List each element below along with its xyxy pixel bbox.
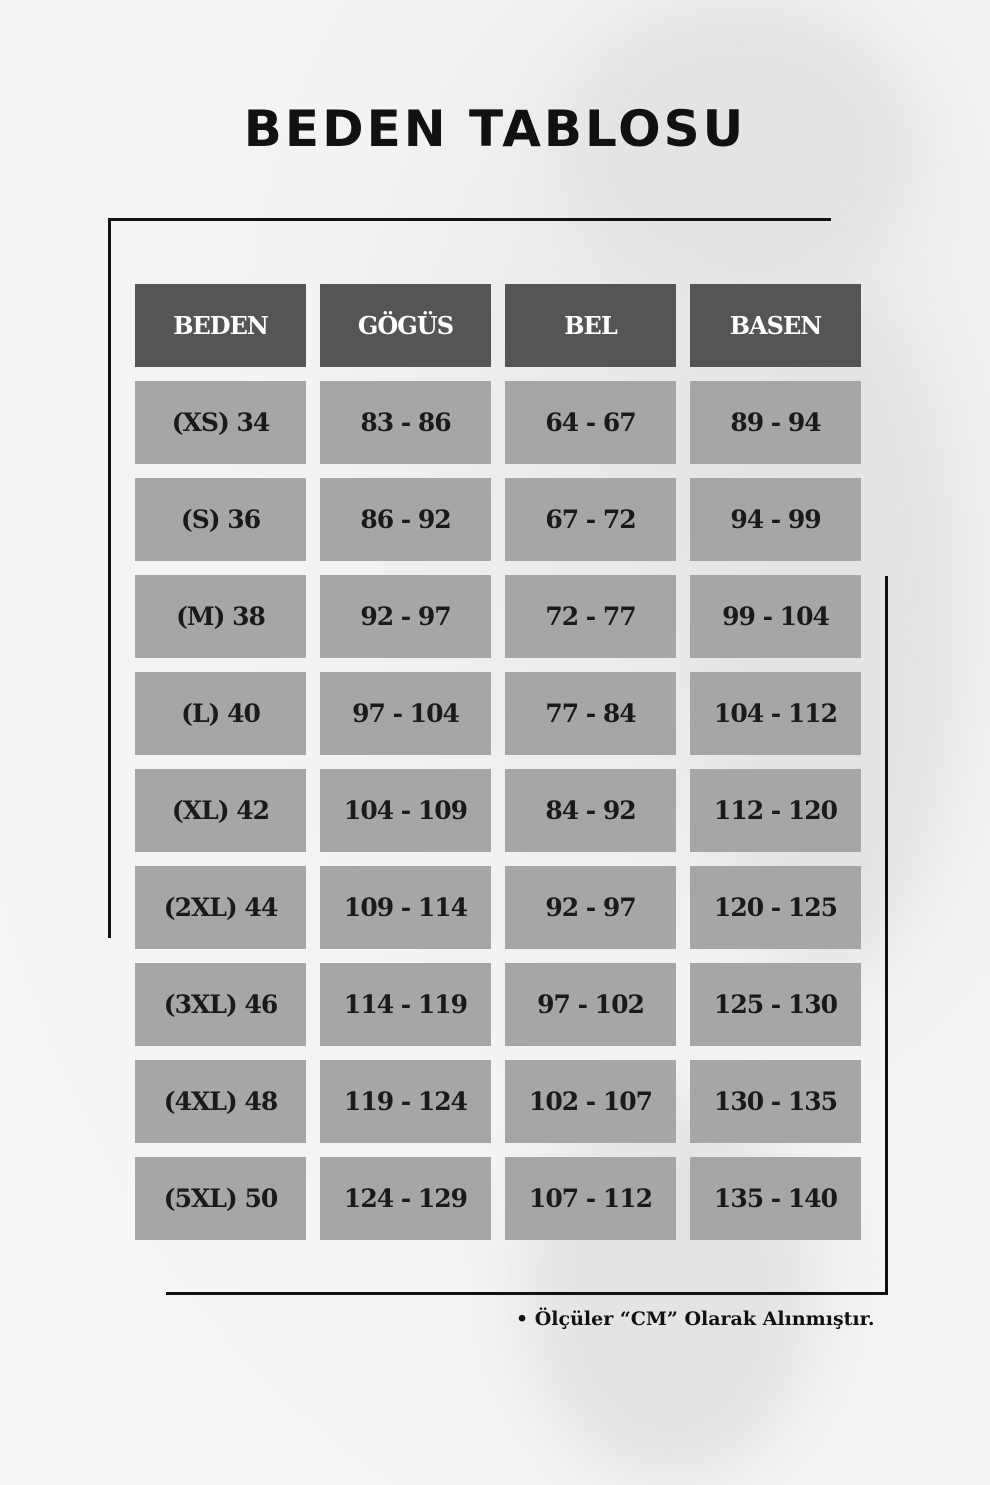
table-cell: 83 - 86	[320, 381, 491, 464]
frame-left-line	[108, 218, 111, 938]
table-cell: 97 - 102	[505, 963, 676, 1046]
table-cell: (XL) 42	[135, 769, 306, 852]
page-title: BEDEN TABLOSU	[243, 100, 747, 158]
column-header: GÖGÜS	[320, 284, 491, 367]
table-cell: 112 - 120	[690, 769, 861, 852]
table-cell: (S) 36	[135, 478, 306, 561]
table-cell: 92 - 97	[505, 866, 676, 949]
table-cell: (XS) 34	[135, 381, 306, 464]
table-cell: (4XL) 48	[135, 1060, 306, 1143]
table-cell: 67 - 72	[505, 478, 676, 561]
table-cell: (L) 40	[135, 672, 306, 755]
table-cell: 109 - 114	[320, 866, 491, 949]
table-cell: 77 - 84	[505, 672, 676, 755]
table-cell: 92 - 97	[320, 575, 491, 658]
table-cell: 104 - 112	[690, 672, 861, 755]
table-cell: (M) 38	[135, 575, 306, 658]
background-silhouette	[560, 0, 920, 300]
table-cell: 89 - 94	[690, 381, 861, 464]
table-cell: 119 - 124	[320, 1060, 491, 1143]
table-cell: 97 - 104	[320, 672, 491, 755]
frame-top-line	[110, 218, 831, 221]
table-cell: 94 - 99	[690, 478, 861, 561]
frame-right-line	[885, 576, 888, 1295]
table-cell: 120 - 125	[690, 866, 861, 949]
column-header: BEL	[505, 284, 676, 367]
table-cell: 84 - 92	[505, 769, 676, 852]
table-cell: 125 - 130	[690, 963, 861, 1046]
column-header: BASEN	[690, 284, 861, 367]
table-cell: 107 - 112	[505, 1157, 676, 1240]
table-cell: 135 - 140	[690, 1157, 861, 1240]
table-cell: 64 - 67	[505, 381, 676, 464]
table-cell: (3XL) 46	[135, 963, 306, 1046]
table-cell: 104 - 109	[320, 769, 491, 852]
table-cell: 124 - 129	[320, 1157, 491, 1240]
table-cell: 130 - 135	[690, 1060, 861, 1143]
column-header: BEDEN	[135, 284, 306, 367]
table-cell: 102 - 107	[505, 1060, 676, 1143]
table-cell: 99 - 104	[690, 575, 861, 658]
table-cell: 72 - 77	[505, 575, 676, 658]
frame-bottom-line	[166, 1292, 887, 1295]
table-cell: 114 - 119	[320, 963, 491, 1046]
table-cell: (2XL) 44	[135, 866, 306, 949]
measurement-note: • Ölçüler “CM” Olarak Alınmıştır.	[516, 1308, 875, 1330]
table-cell: (5XL) 50	[135, 1157, 306, 1240]
table-cell: 86 - 92	[320, 478, 491, 561]
